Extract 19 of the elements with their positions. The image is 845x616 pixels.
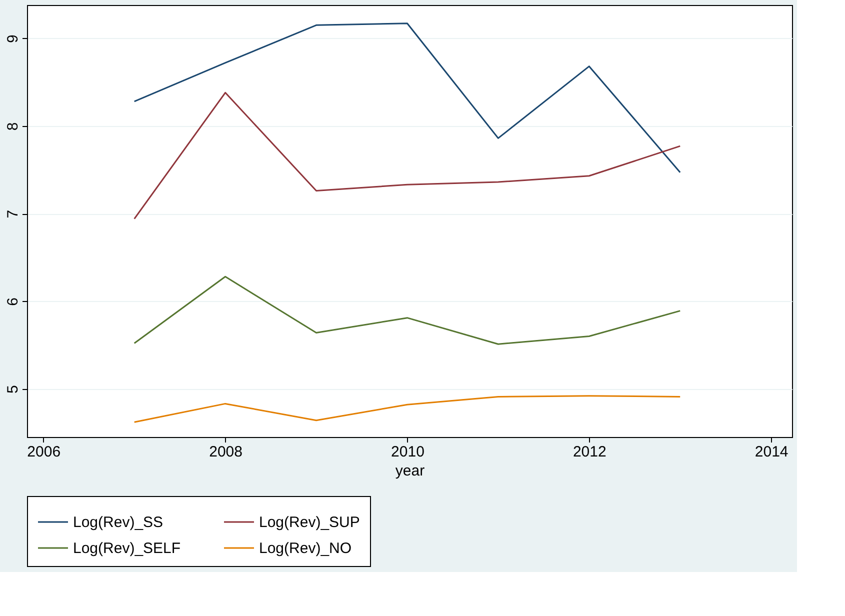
y-tick-label: 5	[4, 385, 22, 394]
line-series	[134, 22, 681, 174]
y-tick-label: 6	[4, 298, 22, 306]
y-tick-label: 9	[4, 34, 22, 43]
legend-label: Log(Rev)_SELF	[73, 540, 181, 557]
line-series	[134, 92, 681, 220]
line-series	[134, 395, 681, 423]
y-tick-label: 7	[4, 210, 22, 218]
x-tick-label: 2006	[27, 444, 61, 460]
x-tick-label: 2012	[572, 444, 606, 460]
x-axis-title: year	[395, 462, 425, 480]
x-tick-label: 2008	[209, 444, 242, 460]
legend-label: Log(Rev)_NO	[259, 540, 352, 557]
legend-label: Log(Rev)_SS	[73, 514, 164, 531]
y-tick-label: 8	[4, 122, 22, 131]
legend-label: Log(Rev)_SUP	[259, 514, 360, 531]
x-tick-label: 2010	[391, 444, 424, 460]
x-tick-label: 2014	[754, 444, 788, 460]
line-series	[134, 276, 681, 345]
